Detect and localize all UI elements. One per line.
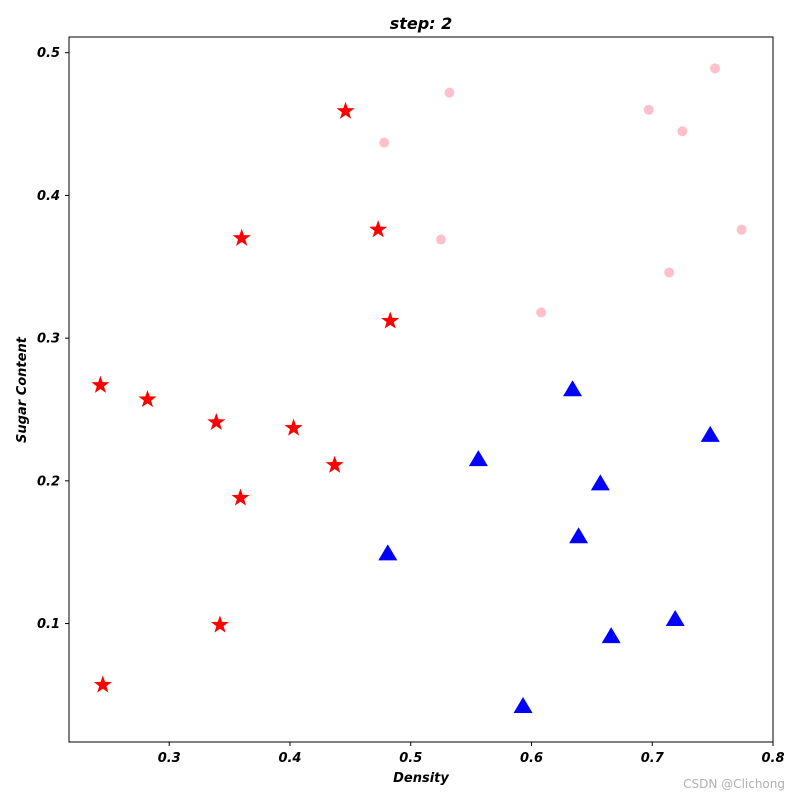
data-point-circle (710, 63, 721, 74)
data-point-star (232, 228, 251, 246)
data-point-triangle (700, 425, 720, 442)
data-point-star (138, 389, 157, 408)
plot-frame (68, 36, 774, 743)
data-point-circle (435, 234, 446, 245)
x-tick-label: 0.3 (158, 751, 181, 766)
data-point-star (93, 675, 112, 693)
x-axis-label: Density (393, 771, 449, 786)
data-point-circle (444, 87, 455, 98)
chart-title: step: 2 (390, 14, 453, 33)
y-tick-label: 0.5 (37, 46, 60, 61)
x-tick-label: 0.7 (641, 751, 665, 766)
data-point-triangle (468, 450, 488, 467)
data-point-triangle (563, 380, 583, 397)
watermark: CSDN @Clichong (683, 777, 785, 791)
data-point-triangle (601, 627, 621, 644)
data-point-circle (677, 126, 688, 137)
data-point-circle (736, 224, 747, 235)
data-point-star (325, 455, 344, 473)
y-axis-ticks: 0.1 0.2 0.3 0.4 0.5 (37, 46, 69, 632)
data-point-triangle (590, 474, 610, 491)
x-tick-label: 0.8 (761, 751, 784, 766)
data-point-star (91, 375, 110, 393)
data-point-star (336, 101, 355, 119)
y-tick-label: 0.4 (37, 189, 60, 204)
data-point-triangle (569, 527, 589, 544)
x-tick-label: 0.5 (399, 751, 422, 766)
data-point-triangle (665, 609, 685, 626)
data-point-star (210, 615, 229, 633)
data-point-triangle (378, 544, 398, 561)
data-points (91, 63, 747, 714)
y-tick-label: 0.1 (37, 617, 60, 632)
data-point-star (381, 311, 400, 329)
data-point-circle (536, 307, 547, 318)
data-point-circle (643, 104, 654, 115)
data-point-circle (664, 267, 675, 278)
x-tick-label: 0.4 (278, 751, 301, 766)
data-point-star (369, 220, 388, 238)
y-tick-label: 0.2 (37, 474, 60, 489)
data-point-star (231, 488, 250, 506)
x-tick-label: 0.6 (520, 751, 543, 766)
data-point-star (207, 412, 226, 431)
x-axis-ticks: 0.3 0.4 0.5 0.6 0.7 0.8 (158, 742, 785, 766)
y-tick-label: 0.3 (37, 332, 60, 347)
y-axis-label: Sugar Content (15, 336, 30, 443)
data-point-star (284, 418, 303, 436)
data-point-circle (379, 137, 390, 148)
data-point-triangle (513, 697, 533, 714)
